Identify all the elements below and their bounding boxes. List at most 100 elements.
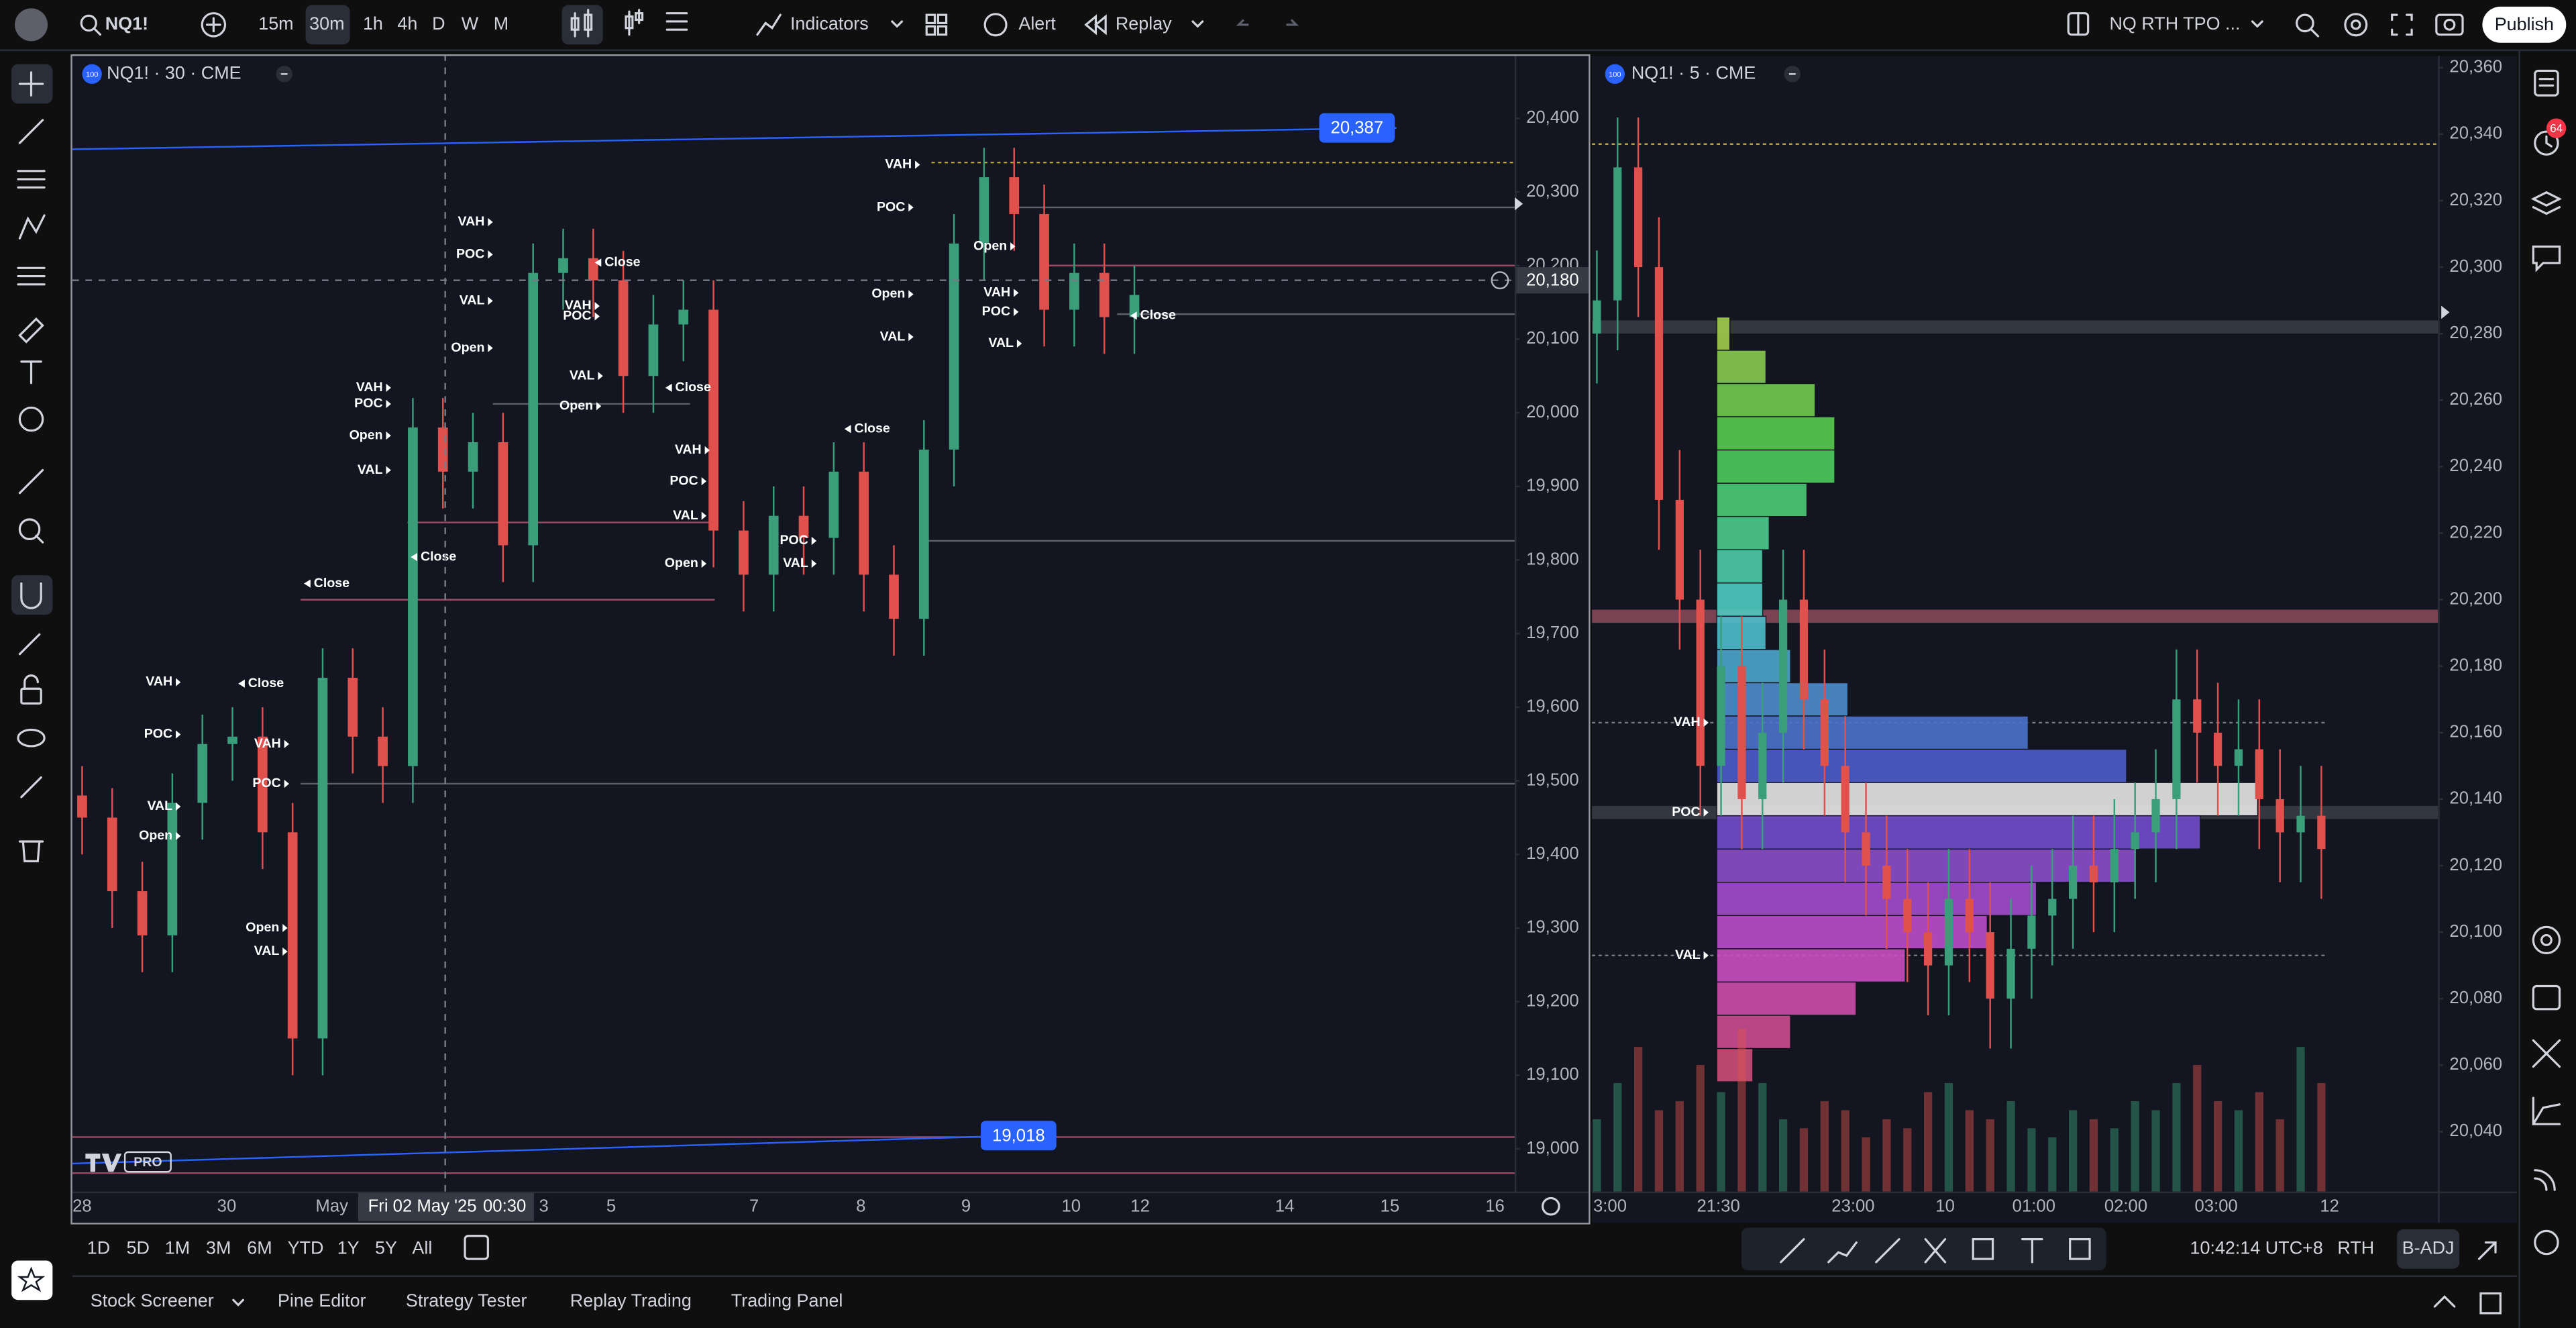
volume-bar xyxy=(1841,1110,1849,1192)
tpo-label: VAH xyxy=(356,380,383,395)
range-button[interactable]: 5D xyxy=(127,1237,150,1258)
candle-body xyxy=(979,177,989,244)
compare-button[interactable] xyxy=(201,12,227,38)
profile-row xyxy=(1716,948,1906,983)
tpo-label: POC xyxy=(982,304,1010,319)
tpo-label: POC xyxy=(354,396,382,411)
symbol[interactable]: NQ1! xyxy=(105,13,148,34)
range-button[interactable]: All xyxy=(412,1237,432,1258)
panel-tab[interactable]: Replay Trading xyxy=(570,1290,692,1311)
candle-body xyxy=(528,272,539,546)
decoration xyxy=(2534,130,2559,156)
panel-tab[interactable]: Strategy Tester xyxy=(406,1290,527,1311)
tpo-arrow xyxy=(304,579,311,588)
decoration xyxy=(20,776,42,799)
layout-name[interactable]: NQ RTH TPO ... xyxy=(2109,13,2240,34)
indicators-button[interactable]: Indicators xyxy=(790,13,869,34)
x-tick-label: 16 xyxy=(1485,1197,1505,1216)
decoration xyxy=(17,170,46,189)
volume-bar xyxy=(1696,1065,1705,1192)
decoration xyxy=(82,64,102,85)
replay-button[interactable]: Replay xyxy=(1116,13,1172,34)
tpo-label: POC xyxy=(780,533,808,548)
range-button[interactable]: 1Y xyxy=(337,1237,360,1258)
exchange-badge: 100 xyxy=(86,70,98,79)
session-toggle[interactable]: RTH xyxy=(2337,1237,2374,1258)
range-button[interactable]: 5Y xyxy=(375,1237,397,1258)
tpo-label: VAH xyxy=(146,674,172,689)
tpo-label: POC xyxy=(144,727,172,742)
decoration xyxy=(2477,1241,2497,1260)
candle-body xyxy=(2027,915,2036,949)
panel-tab[interactable]: Trading Panel xyxy=(731,1290,843,1311)
decoration xyxy=(93,28,101,36)
volume-bar xyxy=(1862,1137,1870,1192)
range-button[interactable]: 1M xyxy=(165,1237,190,1258)
y-tick-label: 19,600 xyxy=(1526,697,1579,716)
candle-body xyxy=(1654,267,1664,500)
tpo-arrow xyxy=(1010,242,1016,251)
candle-body xyxy=(107,817,117,892)
volume-bar xyxy=(2234,1110,2243,1192)
range-bar: 10:42:14 UTC+8 RTH B-ADJ xyxy=(464,1227,2497,1271)
candle-body xyxy=(949,243,959,450)
tpo-label: Close xyxy=(676,380,711,395)
tpo-label: POC xyxy=(1672,805,1700,819)
publish-label[interactable]: Publish xyxy=(2495,14,2554,34)
tpo-label: Open xyxy=(973,238,1007,253)
candle-body xyxy=(1903,899,1912,933)
candle-body xyxy=(2255,749,2263,799)
range-button[interactable]: YTD xyxy=(288,1237,324,1258)
interval-button[interactable]: 15m xyxy=(258,13,293,34)
alert-button[interactable]: Alert xyxy=(1018,13,1056,34)
interval-button[interactable]: 1h xyxy=(363,13,383,34)
candle-body xyxy=(859,471,869,575)
decoration xyxy=(2391,13,2413,36)
interval-button[interactable]: M xyxy=(494,13,508,34)
range-button[interactable]: 3M xyxy=(206,1237,231,1258)
publish-button[interactable] xyxy=(2482,6,2567,43)
decoration xyxy=(665,12,688,31)
candle-body xyxy=(1099,272,1110,317)
interval-button[interactable]: 4h xyxy=(397,13,417,34)
tpo-label: VAL xyxy=(673,508,698,523)
volume-bar xyxy=(1593,1119,1601,1192)
interval-button[interactable]: 30m xyxy=(309,13,344,34)
range-button[interactable]: 1D xyxy=(87,1237,110,1258)
decoration xyxy=(2538,78,2555,87)
crosshair-price: 20,180 xyxy=(1526,271,1579,290)
adjustment-toggle[interactable]: B-ADJ xyxy=(2402,1237,2455,1258)
y-tick-label: 19,100 xyxy=(1526,1065,1579,1084)
panel-tab[interactable]: Pine Editor xyxy=(278,1290,366,1311)
decoration xyxy=(2296,13,2314,33)
decoration xyxy=(2435,13,2464,36)
decoration xyxy=(925,13,936,24)
volume-bar xyxy=(2275,1119,2284,1192)
x-tick-label: May xyxy=(315,1197,348,1216)
tpo-arrow xyxy=(701,511,707,520)
y-tick-label: 20,320 xyxy=(2449,191,2502,209)
panel-tab[interactable]: Stock Screener xyxy=(91,1290,214,1311)
chart-type-button[interactable] xyxy=(561,5,603,45)
tpo-arrow xyxy=(908,290,914,299)
tpo-arrow xyxy=(844,425,851,433)
candle-body xyxy=(1675,499,1684,600)
tpo-label: VAH xyxy=(983,285,1010,299)
candle-body xyxy=(768,515,779,575)
crosshair-add-button[interactable] xyxy=(1491,271,1509,290)
y-tick-label: 19,200 xyxy=(1526,991,1579,1010)
candle-body xyxy=(1924,932,1933,966)
candle-body xyxy=(1634,167,1643,268)
avatar[interactable] xyxy=(15,8,48,42)
tpo-arrow xyxy=(488,344,493,352)
y-tick-label: 20,240 xyxy=(2449,456,2502,475)
tpo-arrow xyxy=(284,779,290,788)
tpo-arrow xyxy=(488,297,493,305)
profile-row xyxy=(1716,782,2259,817)
profile-row xyxy=(1716,981,1857,1016)
candle-body xyxy=(1986,932,1994,999)
interval-button[interactable]: D xyxy=(432,13,445,34)
range-button[interactable]: 6M xyxy=(247,1237,272,1258)
interval-button[interactable]: W xyxy=(462,13,479,34)
volume-bar xyxy=(2027,1128,2036,1192)
